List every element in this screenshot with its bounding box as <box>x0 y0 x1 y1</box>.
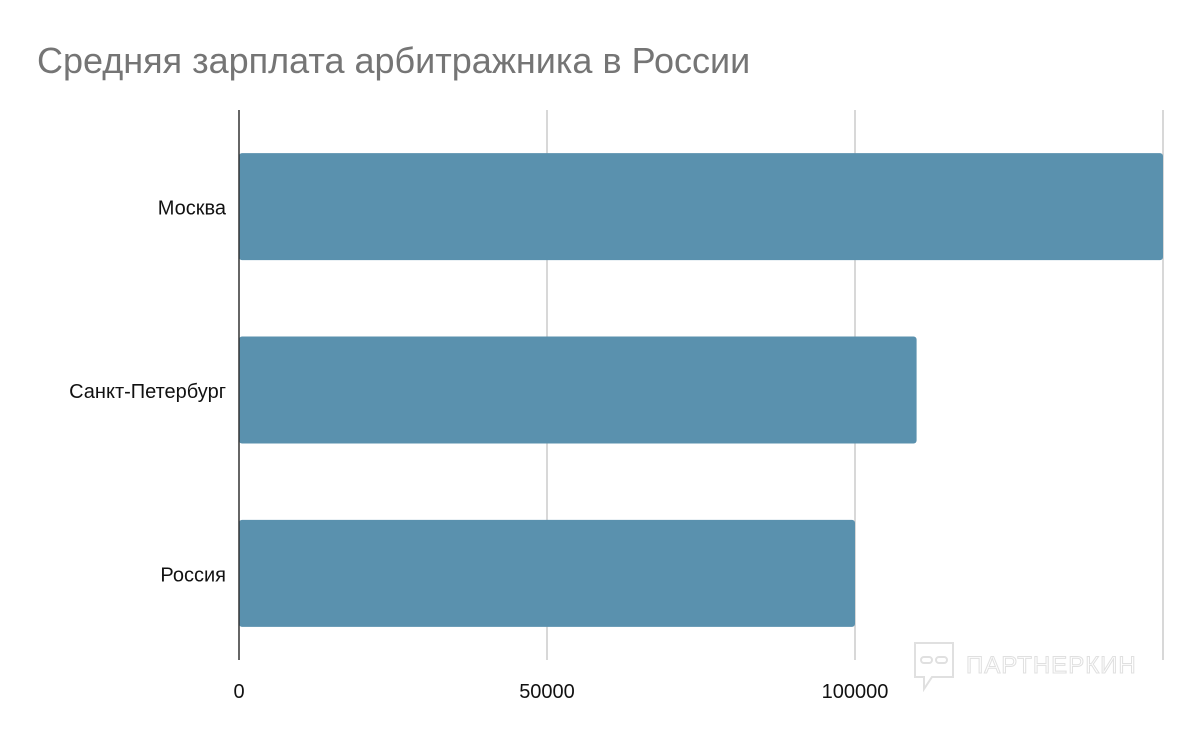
bar-2 <box>239 519 855 627</box>
watermark: ПАРТНЕРКИН <box>912 640 1137 692</box>
category-label: Москва <box>158 198 227 220</box>
x-tick-label: 50000 <box>519 681 575 703</box>
x-tick-label: 0 <box>233 681 244 703</box>
bar-1 <box>239 336 917 444</box>
category-label: Россия <box>160 564 226 586</box>
chart-title: Средняя зарплата арбитражника в России <box>37 40 751 81</box>
category-label: Санкт-Петербург <box>69 381 226 403</box>
watermark-text: ПАРТНЕРКИН <box>966 652 1137 680</box>
bar-0 <box>239 153 1163 261</box>
chat-bubble-logo-icon <box>914 642 954 692</box>
x-tick-label: 100000 <box>822 681 889 703</box>
